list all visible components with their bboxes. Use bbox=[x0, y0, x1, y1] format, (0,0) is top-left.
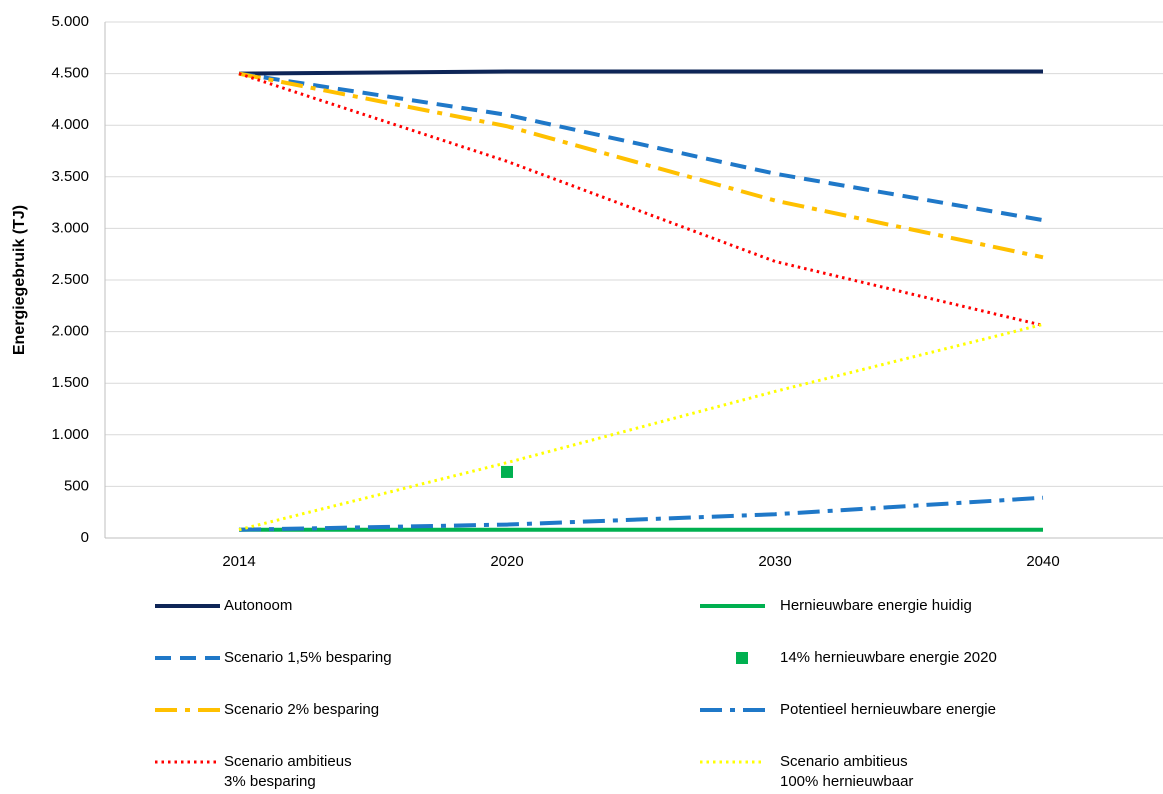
x-tick-label: 2014 bbox=[222, 553, 255, 570]
y-tick-label: 0 bbox=[81, 529, 89, 546]
legend-label: Scenario 1,5% besparing bbox=[224, 649, 392, 666]
x-tick-label: 2020 bbox=[490, 553, 523, 570]
series-line bbox=[238, 69, 1043, 76]
legend-label: 14% hernieuwbare energie 2020 bbox=[780, 649, 997, 666]
y-tick-label: 1.500 bbox=[51, 374, 89, 391]
marker bbox=[501, 465, 513, 478]
y-tick-label: 1.000 bbox=[51, 426, 89, 443]
y-tick-label: 2.000 bbox=[51, 323, 89, 340]
x-tick-label: 2040 bbox=[1026, 553, 1059, 570]
x-tick-label: 2030 bbox=[758, 553, 791, 570]
y-axis-label: Energiegebruik (TJ) bbox=[11, 205, 28, 355]
y-tick-label: 4.000 bbox=[51, 116, 89, 133]
legend-label: Scenario 2% besparing bbox=[224, 701, 379, 718]
y-tick-label: 5.000 bbox=[51, 13, 89, 30]
series-line bbox=[238, 322, 1044, 532]
y-tick-label: 2.500 bbox=[51, 271, 89, 288]
series-line bbox=[238, 71, 1044, 260]
series-line bbox=[238, 71, 1044, 223]
series-line bbox=[238, 72, 1044, 327]
legend-label: Hernieuwbare energie huidig bbox=[780, 597, 972, 614]
legend-label: Potentieel hernieuwbare energie bbox=[780, 701, 996, 718]
legend-marker bbox=[736, 652, 748, 664]
legend-label: Scenario ambitieus 3% besparing bbox=[224, 753, 352, 790]
y-tick-label: 3.000 bbox=[51, 219, 89, 236]
legend-label: Scenario ambitieus 100% hernieuwbaar bbox=[780, 753, 913, 790]
y-tick-label: 3.500 bbox=[51, 168, 89, 185]
y-tick-label: 4.500 bbox=[51, 65, 89, 82]
legend-label: Autonoom bbox=[224, 597, 292, 614]
y-tick-label: 500 bbox=[64, 477, 89, 494]
series-line bbox=[238, 495, 1044, 532]
